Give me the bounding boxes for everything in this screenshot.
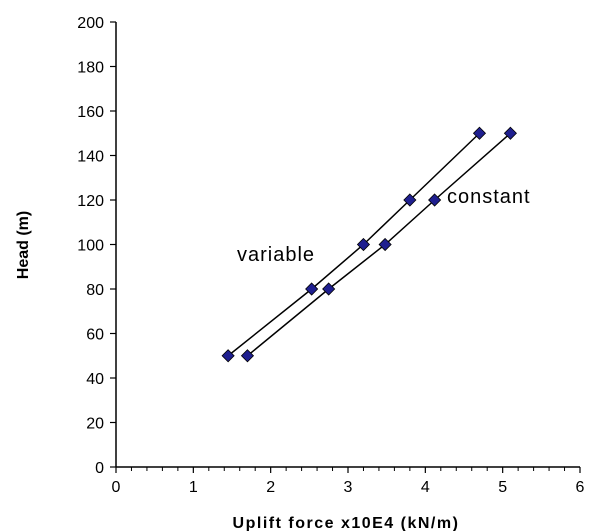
data-point-variable — [472, 126, 487, 140]
data-point-variable — [305, 282, 319, 296]
y-tick-label: 60 — [86, 327, 104, 344]
data-point-constant — [503, 126, 517, 140]
y-tick-label: 80 — [86, 282, 104, 299]
y-tick-label: 200 — [77, 15, 104, 32]
data-point-constant — [428, 193, 442, 207]
data-point-constant — [378, 237, 392, 252]
series-markers — [221, 126, 517, 363]
y-tick-label: 180 — [77, 60, 104, 77]
y-axis-title: Head (m) — [15, 211, 32, 279]
data-point-constant — [322, 282, 336, 296]
data-point-variable — [403, 193, 417, 207]
x-tick-label: 3 — [344, 479, 353, 496]
data-point-variable — [221, 349, 235, 363]
x-axis-title: Uplift force x10E4 (kN/m) — [233, 515, 460, 531]
data-point-variable — [356, 237, 371, 252]
y-tick-label: 120 — [77, 193, 104, 210]
y-tick-label: 40 — [86, 371, 104, 388]
axes — [115, 22, 580, 468]
y-tick-label: 20 — [86, 416, 104, 433]
series-label-constant: constant — [447, 186, 531, 208]
y-tick-label: 140 — [77, 149, 104, 166]
x-tick-label: 5 — [498, 479, 507, 496]
y-tick-label: 0 — [95, 460, 104, 477]
x-tick-label: 2 — [266, 479, 275, 496]
y-tick-label: 160 — [77, 104, 104, 121]
y-tick-label: 100 — [77, 238, 104, 255]
x-tick-label: 1 — [189, 479, 198, 496]
data-point-constant — [240, 349, 255, 363]
series-label-variable: variable — [237, 244, 315, 266]
y-axis-ticks: 0 20 40 60 80 100 120 140 160 180 200 — [77, 15, 116, 477]
x-tick-label: 4 — [421, 479, 430, 496]
x-tick-label: 0 — [112, 479, 121, 496]
x-axis-ticks: 0 1 2 3 4 5 6 — [112, 467, 585, 496]
x-tick-label: 6 — [576, 479, 585, 496]
